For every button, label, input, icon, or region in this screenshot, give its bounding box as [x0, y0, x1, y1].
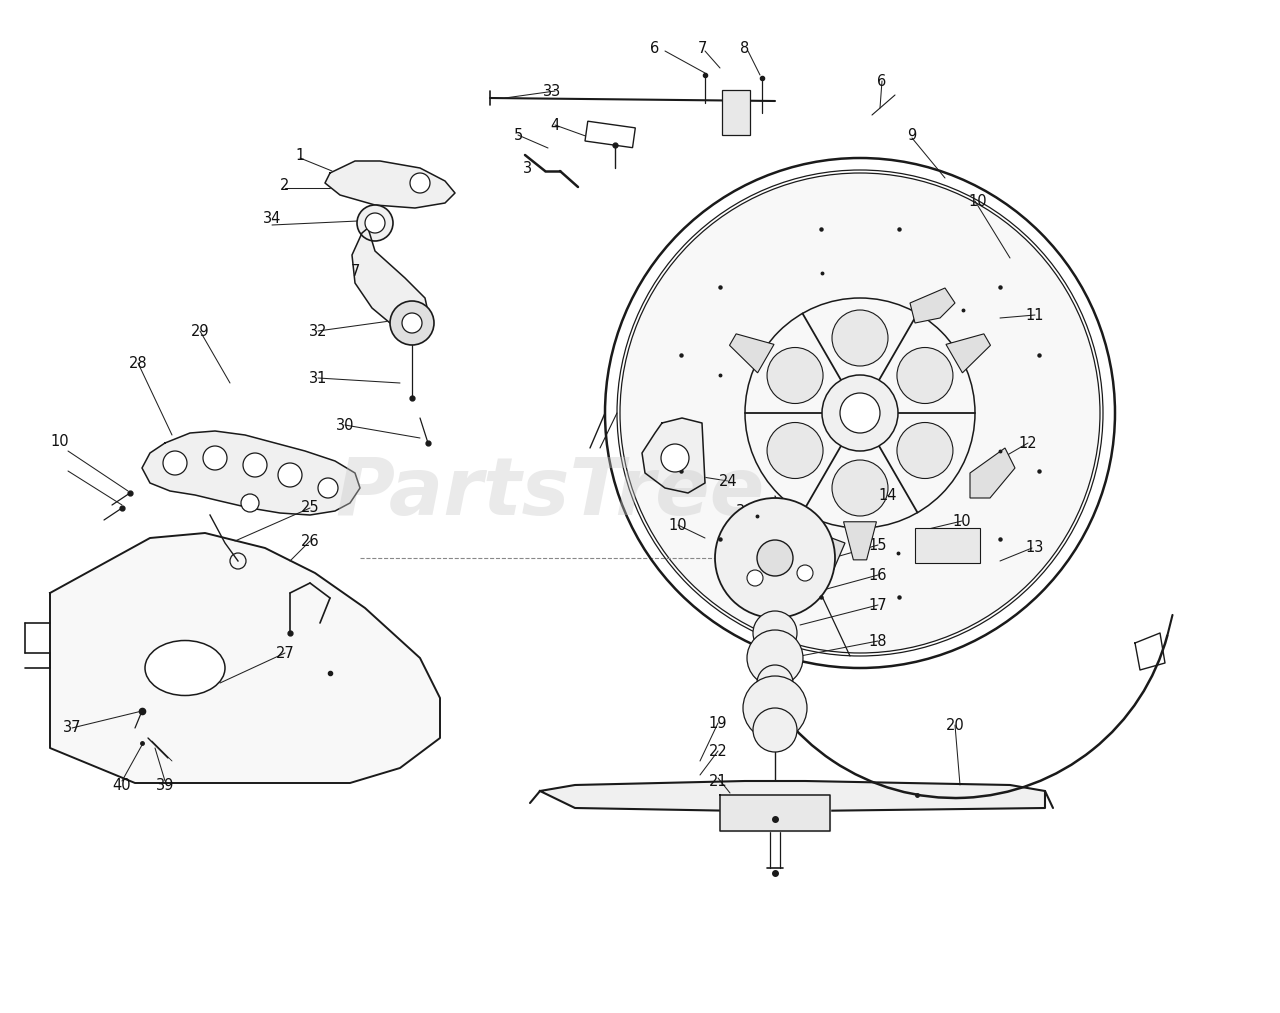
- Text: 27: 27: [275, 645, 294, 660]
- Text: 22: 22: [709, 744, 727, 759]
- Text: 30: 30: [335, 417, 355, 433]
- Text: 13: 13: [1025, 541, 1044, 555]
- Polygon shape: [719, 795, 829, 831]
- Text: 28: 28: [129, 356, 147, 371]
- Text: 15: 15: [869, 538, 887, 552]
- Circle shape: [204, 446, 227, 470]
- Text: 10: 10: [969, 193, 987, 209]
- Circle shape: [832, 460, 888, 516]
- Polygon shape: [540, 781, 1044, 811]
- Circle shape: [243, 453, 268, 477]
- Circle shape: [756, 540, 794, 576]
- Text: 29: 29: [191, 323, 210, 338]
- Polygon shape: [352, 228, 430, 331]
- Circle shape: [756, 665, 794, 701]
- Text: 21: 21: [709, 774, 727, 788]
- Text: 36: 36: [753, 596, 771, 611]
- Text: 18: 18: [869, 633, 887, 648]
- Text: 1: 1: [296, 148, 305, 162]
- Text: 40: 40: [113, 778, 132, 792]
- Polygon shape: [643, 418, 705, 493]
- Text: 23: 23: [736, 534, 754, 548]
- Circle shape: [402, 313, 422, 333]
- Text: 11: 11: [1025, 308, 1044, 322]
- Text: 6: 6: [650, 41, 659, 56]
- Text: 7: 7: [351, 263, 360, 279]
- Circle shape: [390, 301, 434, 345]
- Circle shape: [163, 451, 187, 475]
- Circle shape: [365, 213, 385, 233]
- Text: 26: 26: [301, 534, 319, 548]
- Text: 20: 20: [946, 717, 964, 732]
- Text: 37: 37: [63, 720, 81, 735]
- Text: 38: 38: [736, 503, 754, 519]
- Circle shape: [748, 630, 803, 686]
- Text: 10: 10: [668, 518, 687, 533]
- Text: 9: 9: [908, 128, 916, 143]
- Text: 12: 12: [1019, 436, 1037, 451]
- Text: 4: 4: [550, 118, 559, 133]
- Text: 16: 16: [869, 567, 887, 582]
- Text: 7: 7: [698, 41, 707, 56]
- Text: 32: 32: [308, 323, 328, 338]
- Circle shape: [660, 444, 689, 472]
- Circle shape: [410, 173, 430, 193]
- Text: 5: 5: [513, 128, 522, 143]
- Circle shape: [620, 173, 1100, 653]
- Circle shape: [832, 310, 888, 366]
- Text: 24: 24: [718, 473, 737, 488]
- Polygon shape: [735, 528, 829, 603]
- Circle shape: [716, 498, 835, 618]
- Text: 19: 19: [709, 715, 727, 730]
- Ellipse shape: [145, 640, 225, 696]
- Polygon shape: [844, 522, 877, 560]
- Polygon shape: [142, 431, 360, 515]
- Text: 14: 14: [879, 487, 897, 502]
- Polygon shape: [325, 161, 454, 208]
- Text: 17: 17: [869, 598, 887, 613]
- Bar: [585, 122, 635, 148]
- Circle shape: [278, 463, 302, 487]
- Circle shape: [822, 375, 899, 451]
- Text: 3: 3: [524, 160, 532, 175]
- Polygon shape: [774, 528, 845, 578]
- Circle shape: [753, 708, 797, 752]
- Polygon shape: [946, 334, 991, 373]
- Text: 8: 8: [740, 41, 750, 56]
- Polygon shape: [50, 533, 440, 783]
- Circle shape: [797, 565, 813, 581]
- Circle shape: [357, 205, 393, 241]
- Circle shape: [897, 347, 952, 403]
- Text: 34: 34: [262, 211, 282, 226]
- Text: 31: 31: [308, 371, 328, 386]
- Circle shape: [241, 494, 259, 512]
- Circle shape: [897, 422, 952, 478]
- Text: 2: 2: [280, 177, 289, 192]
- Text: 10: 10: [952, 514, 972, 529]
- Polygon shape: [730, 334, 774, 373]
- Text: 37: 37: [736, 563, 754, 578]
- Text: 10: 10: [51, 434, 69, 449]
- Circle shape: [317, 478, 338, 498]
- Text: 33: 33: [543, 83, 561, 98]
- Circle shape: [742, 676, 806, 741]
- Polygon shape: [970, 448, 1015, 498]
- Bar: [722, 90, 750, 135]
- Text: 25: 25: [301, 500, 319, 516]
- Circle shape: [840, 393, 881, 433]
- Polygon shape: [910, 288, 955, 323]
- Text: 39: 39: [156, 778, 174, 792]
- Circle shape: [767, 347, 823, 403]
- Circle shape: [753, 611, 797, 655]
- Circle shape: [767, 422, 823, 478]
- Circle shape: [748, 570, 763, 586]
- Text: PartsTree: PartsTree: [335, 454, 764, 532]
- Text: 6: 6: [877, 74, 887, 88]
- Bar: [915, 528, 980, 563]
